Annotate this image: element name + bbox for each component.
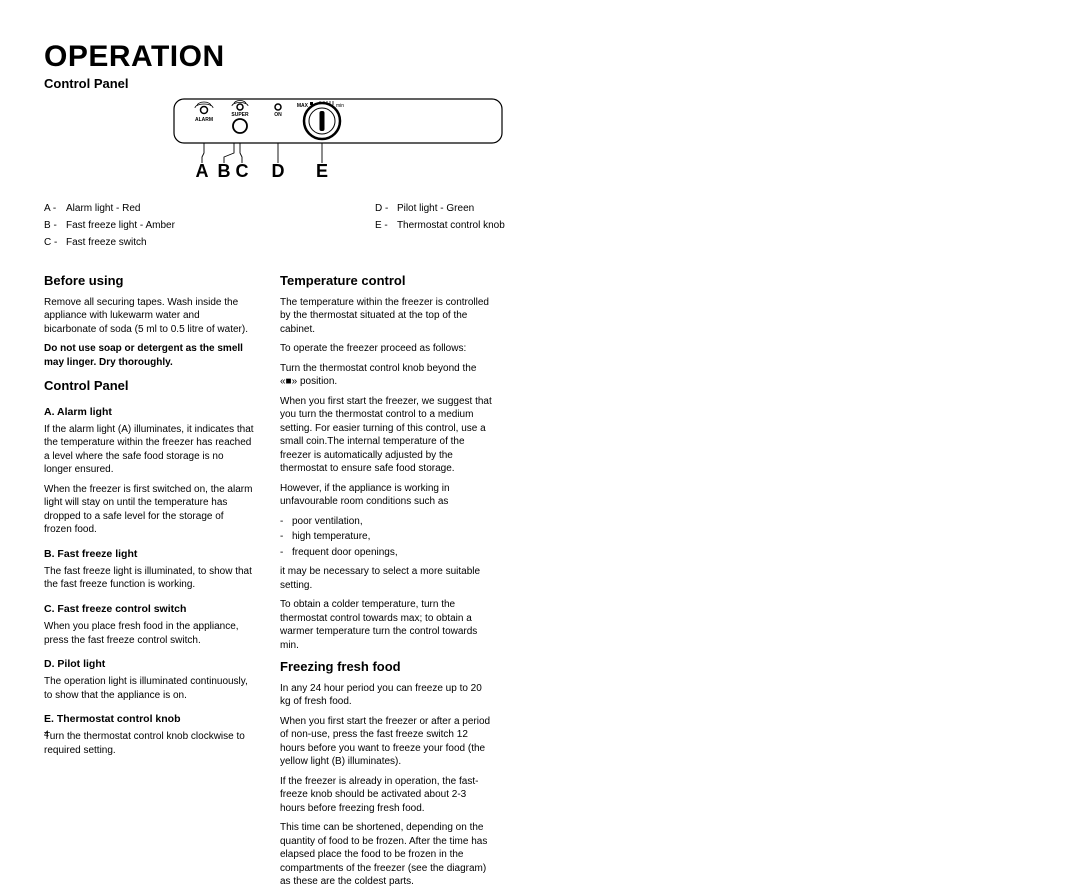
bullet-item: high temperature, bbox=[280, 530, 494, 544]
temp-p4: When you first start the freezer, we sug… bbox=[280, 395, 494, 476]
cp-d-title: D. Pilot light bbox=[44, 657, 254, 671]
cp-a-title: A. Alarm light bbox=[44, 405, 254, 419]
svg-text:MAX: MAX bbox=[297, 103, 309, 109]
cp-e-title: E. Thermostat control knob bbox=[44, 712, 254, 726]
svg-text:SUPER: SUPER bbox=[231, 112, 249, 118]
svg-text:min: min bbox=[336, 103, 344, 109]
cp-a-p1: If the alarm light (A) illuminates, it i… bbox=[44, 423, 254, 477]
cp-d-p1: The operation light is illuminated conti… bbox=[44, 675, 254, 702]
freezing-p3: If the freezer is already in operation, … bbox=[280, 775, 494, 816]
cp-b-title: B. Fast freeze light bbox=[44, 547, 254, 561]
bullet-item: poor ventilation, bbox=[280, 515, 494, 529]
bullet-item: frequent door openings, bbox=[280, 546, 494, 560]
legend-item: E -Thermostat control knob bbox=[375, 218, 505, 233]
temp-p2: To operate the freezer proceed as follow… bbox=[280, 342, 494, 356]
page-title: OPERATION bbox=[44, 40, 1036, 74]
svg-text:C: C bbox=[236, 161, 249, 181]
freezing-p1: In any 24 hour period you can freeze up … bbox=[280, 682, 494, 709]
svg-text:E: E bbox=[316, 161, 328, 181]
right-column: Temperature control The temperature with… bbox=[280, 266, 494, 895]
before-using-p2: Do not use soap or detergent as the smel… bbox=[44, 342, 254, 369]
legend: A -Alarm light - Red B -Fast freeze light… bbox=[44, 201, 1036, 252]
temp-p1: The temperature within the freezer is co… bbox=[280, 296, 494, 337]
legend-item: A -Alarm light - Red bbox=[44, 201, 175, 216]
panel-svg: ALARM SUPER ON MAX bbox=[44, 97, 504, 193]
page-number: 4 bbox=[44, 729, 49, 739]
before-using-p1: Remove all securing tapes. Wash inside t… bbox=[44, 296, 254, 337]
cp-c-title: C. Fast freeze control switch bbox=[44, 602, 254, 616]
cp-a-p2: When the freezer is first switched on, t… bbox=[44, 483, 254, 537]
cp-b-p1: The fast freeze light is illuminated, to… bbox=[44, 565, 254, 592]
svg-text:ON: ON bbox=[274, 112, 282, 118]
freezing-heading: Freezing fresh food bbox=[280, 658, 494, 676]
legend-item: C -Fast freeze switch bbox=[44, 235, 175, 250]
svg-text:D: D bbox=[272, 161, 285, 181]
temp-heading: Temperature control bbox=[280, 272, 494, 290]
svg-text:ALARM: ALARM bbox=[195, 117, 213, 123]
legend-right: D -Pilot light - Green E -Thermostat cont… bbox=[375, 201, 505, 252]
temp-p7: To obtain a colder temperature, turn the… bbox=[280, 598, 494, 652]
cp-e-p1: Turn the thermostat control knob clockwi… bbox=[44, 730, 254, 757]
legend-item: D -Pilot light - Green bbox=[375, 201, 505, 216]
temp-bullets: poor ventilation,high temperature, freque… bbox=[280, 515, 494, 560]
before-using-heading: Before using bbox=[44, 272, 254, 290]
left-column: Before using Remove all securing tapes. … bbox=[44, 266, 254, 895]
control-panel-heading: Control Panel bbox=[44, 377, 254, 395]
cp-c-p1: When you place fresh food in the applian… bbox=[44, 620, 254, 647]
freezing-p2: When you first start the freezer or afte… bbox=[280, 715, 494, 769]
control-panel-top-heading: Control Panel bbox=[44, 76, 1036, 91]
control-panel-diagram: ALARM SUPER ON MAX bbox=[44, 97, 1036, 193]
freezing-p4: This time can be shortened, depending on… bbox=[280, 821, 494, 889]
temp-p6: it may be necessary to select a more sui… bbox=[280, 565, 494, 592]
temp-p5: However, if the appliance is working in … bbox=[280, 482, 494, 509]
svg-text:B: B bbox=[218, 161, 231, 181]
svg-text:A: A bbox=[196, 161, 209, 181]
legend-item: B -Fast freeze light - Amber bbox=[44, 218, 175, 233]
temp-p3: Turn the thermostat control knob beyond … bbox=[280, 362, 494, 389]
legend-left: A -Alarm light - Red B -Fast freeze light… bbox=[44, 201, 175, 252]
